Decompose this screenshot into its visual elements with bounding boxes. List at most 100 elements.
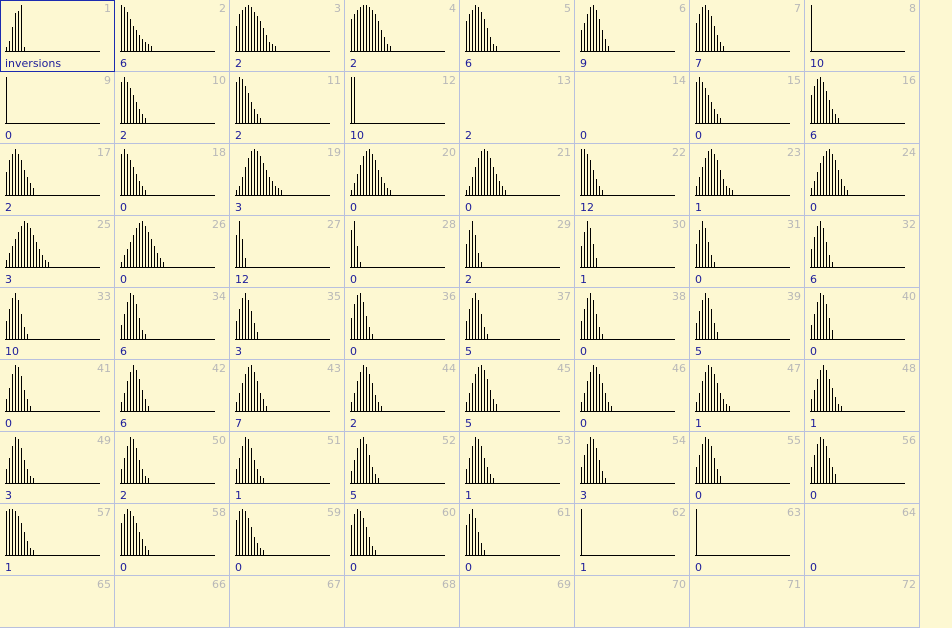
histogram-plot	[0, 144, 115, 200]
histogram-cell[interactable]: 56 0	[805, 432, 920, 504]
histogram-cell[interactable]: 62 1	[575, 504, 690, 576]
histogram-cell[interactable]: 21 0	[460, 144, 575, 216]
histogram-cell[interactable]: 69	[460, 576, 575, 628]
histogram-plot	[345, 72, 460, 128]
cell-number: 71	[787, 578, 801, 591]
histogram-cell[interactable]: 66	[115, 576, 230, 628]
histogram-cell[interactable]: 65	[0, 576, 115, 628]
histogram-plot	[690, 216, 805, 272]
histogram-plot	[460, 216, 575, 272]
histogram-plot	[460, 360, 575, 416]
histogram-cell[interactable]: 36 0	[345, 288, 460, 360]
histogram-plot	[575, 288, 690, 344]
histogram-cell[interactable]: 34 6	[115, 288, 230, 360]
histogram-cell[interactable]: 22 12	[575, 144, 690, 216]
histogram-plot	[345, 216, 460, 272]
histogram-cell[interactable]: 32 6	[805, 216, 920, 288]
histogram-cell[interactable]: 43 7	[230, 360, 345, 432]
histogram-cell[interactable]: 14 0	[575, 72, 690, 144]
histogram-plot	[0, 288, 115, 344]
histogram-cell[interactable]: 68	[345, 576, 460, 628]
histogram-cell[interactable]: 57 1	[0, 504, 115, 576]
histogram-cell[interactable]: 13 2	[460, 72, 575, 144]
histogram-cell[interactable]: 12 10	[345, 72, 460, 144]
cell-label: 6	[810, 273, 817, 286]
histogram-cell[interactable]: 64 0	[805, 504, 920, 576]
histogram-cell[interactable]: 49 3	[0, 432, 115, 504]
cell-label: 0	[235, 561, 242, 574]
cell-label: 0	[120, 201, 127, 214]
histogram-cell[interactable]: 11 2	[230, 72, 345, 144]
histogram-cell[interactable]: 17 2	[0, 144, 115, 216]
histogram-cell[interactable]: 55 0	[690, 432, 805, 504]
histogram-cell[interactable]: 10 2	[115, 72, 230, 144]
histogram-cell[interactable]: 15 0	[690, 72, 805, 144]
histogram-cell[interactable]: 41 0	[0, 360, 115, 432]
histogram-cell[interactable]: 71	[690, 576, 805, 628]
cell-label: 2	[465, 129, 472, 142]
histogram-cell[interactable]: 37 5	[460, 288, 575, 360]
histogram-cell[interactable]: 51 1	[230, 432, 345, 504]
histogram-cell[interactable]: 20 0	[345, 144, 460, 216]
histogram-cell[interactable]: 27 12	[230, 216, 345, 288]
histogram-cell[interactable]: 39 5	[690, 288, 805, 360]
histogram-plot	[0, 504, 115, 560]
histogram-cell[interactable]: 70	[575, 576, 690, 628]
histogram-plot	[230, 0, 345, 56]
cell-label: 2	[350, 57, 357, 70]
histogram-cell[interactable]: 1 inversions	[0, 0, 115, 72]
histogram-cell[interactable]: 60 0	[345, 504, 460, 576]
histogram-cell[interactable]: 47 1	[690, 360, 805, 432]
histogram-cell[interactable]: 8 10	[805, 0, 920, 72]
histogram-plot	[460, 288, 575, 344]
histogram-cell[interactable]: 54 3	[575, 432, 690, 504]
cell-label: 1	[235, 489, 242, 502]
histogram-cell[interactable]: 58 0	[115, 504, 230, 576]
histogram-cell[interactable]: 16 6	[805, 72, 920, 144]
histogram-cell[interactable]: 19 3	[230, 144, 345, 216]
histogram-cell[interactable]: 42 6	[115, 360, 230, 432]
histogram-cell[interactable]: 52 5	[345, 432, 460, 504]
cell-number: 70	[672, 578, 686, 591]
histogram-cell[interactable]: 67	[230, 576, 345, 628]
histogram-cell[interactable]: 59 0	[230, 504, 345, 576]
histogram-cell[interactable]: 26 0	[115, 216, 230, 288]
cell-label: 3	[5, 273, 12, 286]
cell-label: 2	[5, 201, 12, 214]
histogram-cell[interactable]: 46 0	[575, 360, 690, 432]
histogram-cell[interactable]: 72	[805, 576, 920, 628]
cell-label: 0	[465, 201, 472, 214]
histogram-cell[interactable]: 31 0	[690, 216, 805, 288]
histogram-cell[interactable]: 23 1	[690, 144, 805, 216]
histogram-cell[interactable]: 61 0	[460, 504, 575, 576]
histogram-cell[interactable]: 30 1	[575, 216, 690, 288]
histogram-cell[interactable]: 38 0	[575, 288, 690, 360]
histogram-cell[interactable]: 63 0	[690, 504, 805, 576]
histogram-cell[interactable]: 18 0	[115, 144, 230, 216]
histogram-cell[interactable]: 44 2	[345, 360, 460, 432]
histogram-plot	[115, 288, 230, 344]
histogram-cell[interactable]: 28 0	[345, 216, 460, 288]
histogram-cell[interactable]: 35 3	[230, 288, 345, 360]
histogram-cell[interactable]: 25 3	[0, 216, 115, 288]
histogram-cell[interactable]: 40 0	[805, 288, 920, 360]
histogram-cell[interactable]: 33 10	[0, 288, 115, 360]
histogram-cell[interactable]: 24 0	[805, 144, 920, 216]
histogram-cell[interactable]: 48 1	[805, 360, 920, 432]
histogram-cell[interactable]: 53 1	[460, 432, 575, 504]
histogram-cell[interactable]: 29 2	[460, 216, 575, 288]
histogram-cell[interactable]: 50 2	[115, 432, 230, 504]
cell-label: 0	[350, 561, 357, 574]
histogram-plot	[115, 432, 230, 488]
histogram-plot	[345, 432, 460, 488]
histogram-plot	[805, 0, 920, 56]
histogram-cell[interactable]: 45 5	[460, 360, 575, 432]
